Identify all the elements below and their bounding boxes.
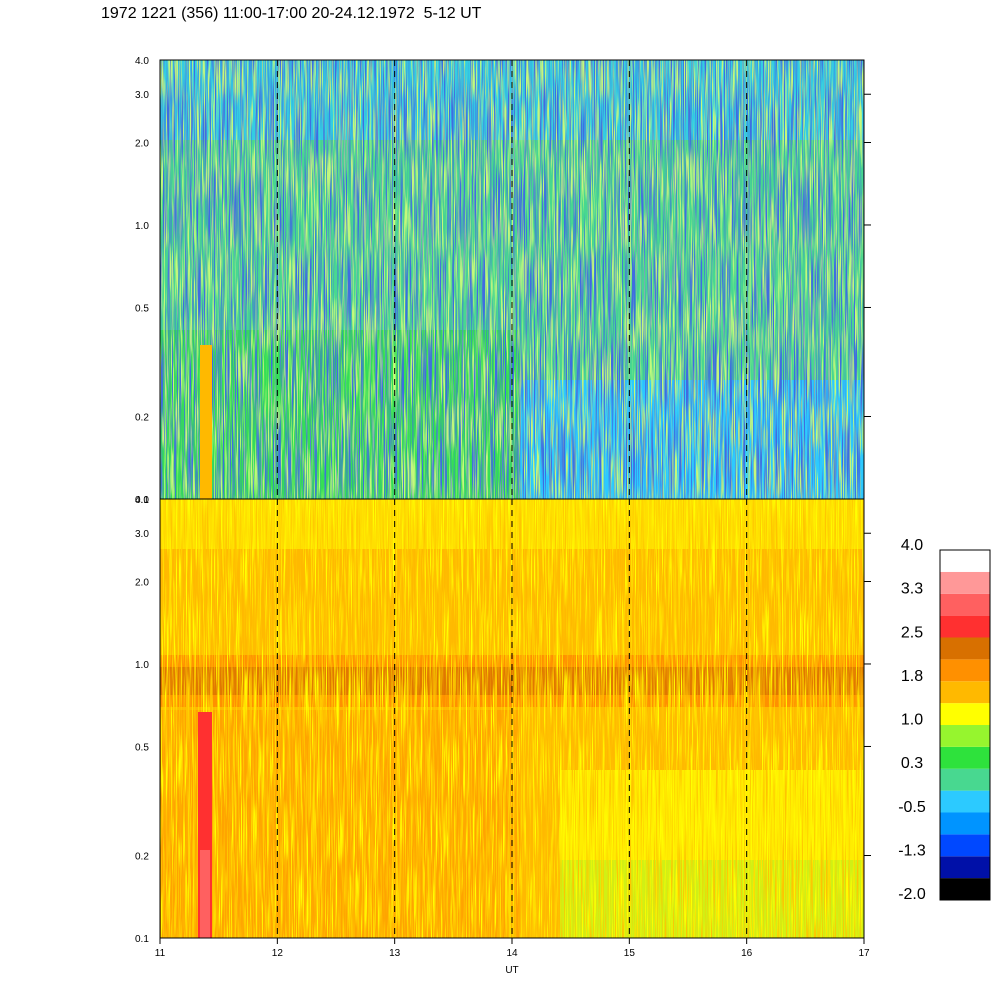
- x-axis-label: UT: [505, 965, 518, 976]
- x-tick-label: 15: [624, 948, 636, 959]
- colorbar-cell: [940, 571, 990, 594]
- top-y-tick-label: 0.2: [135, 413, 149, 424]
- colorbar-label: 2.5: [901, 624, 923, 641]
- top-y-tick-label: 0.1: [135, 495, 149, 506]
- x-tick-label: 17: [858, 948, 870, 959]
- colorbar-cell: [940, 593, 990, 616]
- x-axis-ticks: 11 12 13 14 15 16 17: [155, 938, 870, 959]
- bottom-panel: 4.0 3.0 2.0 1.0 0.5 0.2 0.1: [135, 495, 871, 945]
- colorbar-label: 4.0: [901, 537, 923, 554]
- colorbar: [939, 549, 991, 901]
- colorbar-label: -1.3: [898, 842, 926, 859]
- colorbar-cell: [940, 856, 990, 879]
- bottom-panel-y-ticks: 4.0 3.0 2.0 1.0 0.5 0.2 0.1: [135, 495, 871, 945]
- colorbar-label: 1.0: [901, 712, 923, 729]
- bottom-y-tick-label: 4.0: [135, 495, 149, 506]
- colorbar-labels: 4.0 3.3 2.5 1.8 1.0 0.3 -0.5 -1.3 -2.0: [898, 537, 926, 903]
- colorbar-label: -0.5: [898, 799, 926, 816]
- top-y-tick-label: 4.0: [135, 56, 149, 67]
- colorbar-cell: [940, 746, 990, 769]
- top-panel-y-ticks: 4.0 3.0 2.0 1.0 0.5 0.2 0.1: [135, 56, 871, 506]
- colorbar-cell: [940, 725, 990, 747]
- colorbar-cell: [940, 790, 990, 813]
- colorbar-cell: [940, 834, 990, 857]
- top-y-tick-label: 0.5: [135, 303, 149, 314]
- colorbar-label: 1.8: [901, 668, 923, 685]
- top-panel-hour-gridlines: [276, 60, 748, 499]
- x-tick-label: 11: [155, 948, 166, 959]
- x-tick-label: 16: [741, 948, 753, 959]
- bottom-y-tick-label: 3.0: [135, 529, 149, 540]
- bottom-y-tick-label: 2.0: [135, 577, 149, 588]
- top-y-tick-label: 1.0: [135, 221, 149, 232]
- bottom-y-tick-label: 0.1: [135, 934, 149, 945]
- colorbar-cell: [940, 637, 990, 660]
- colorbar-cell: [940, 550, 990, 572]
- top-y-tick-label: 2.0: [135, 138, 149, 149]
- colorbar-cell: [940, 812, 990, 835]
- bottom-y-tick-label: 0.5: [135, 742, 149, 753]
- colorbar-label: -2.0: [898, 886, 926, 903]
- top-y-tick-label: 3.0: [135, 90, 149, 101]
- colorbar-cell: [940, 768, 990, 791]
- bottom-y-tick-label: 0.2: [135, 852, 149, 863]
- top-panel-orange-band: [200, 345, 212, 499]
- colorbar-cell: [940, 703, 990, 725]
- colorbar-cell: [940, 681, 990, 704]
- chart-title: 1972 1221 (356) 11:00-17:00 20-24.12.197…: [101, 5, 482, 22]
- x-tick-label: 13: [389, 948, 401, 959]
- bottom-panel-hour-gridlines: [276, 499, 748, 938]
- colorbar-frame: [939, 549, 991, 901]
- colorbar-label: 3.3: [901, 581, 923, 598]
- colorbar-cell: [940, 615, 990, 638]
- x-tick-label: 14: [506, 948, 518, 959]
- x-tick-label: 12: [272, 948, 284, 959]
- top-panel: 4.0 3.0 2.0 1.0 0.5 0.2 0.1: [135, 56, 871, 506]
- colorbar-cell: [940, 659, 990, 682]
- bottom-y-tick-label: 1.0: [135, 660, 149, 671]
- colorbar-label: 0.3: [901, 755, 923, 772]
- colorbar-cell: [940, 878, 990, 900]
